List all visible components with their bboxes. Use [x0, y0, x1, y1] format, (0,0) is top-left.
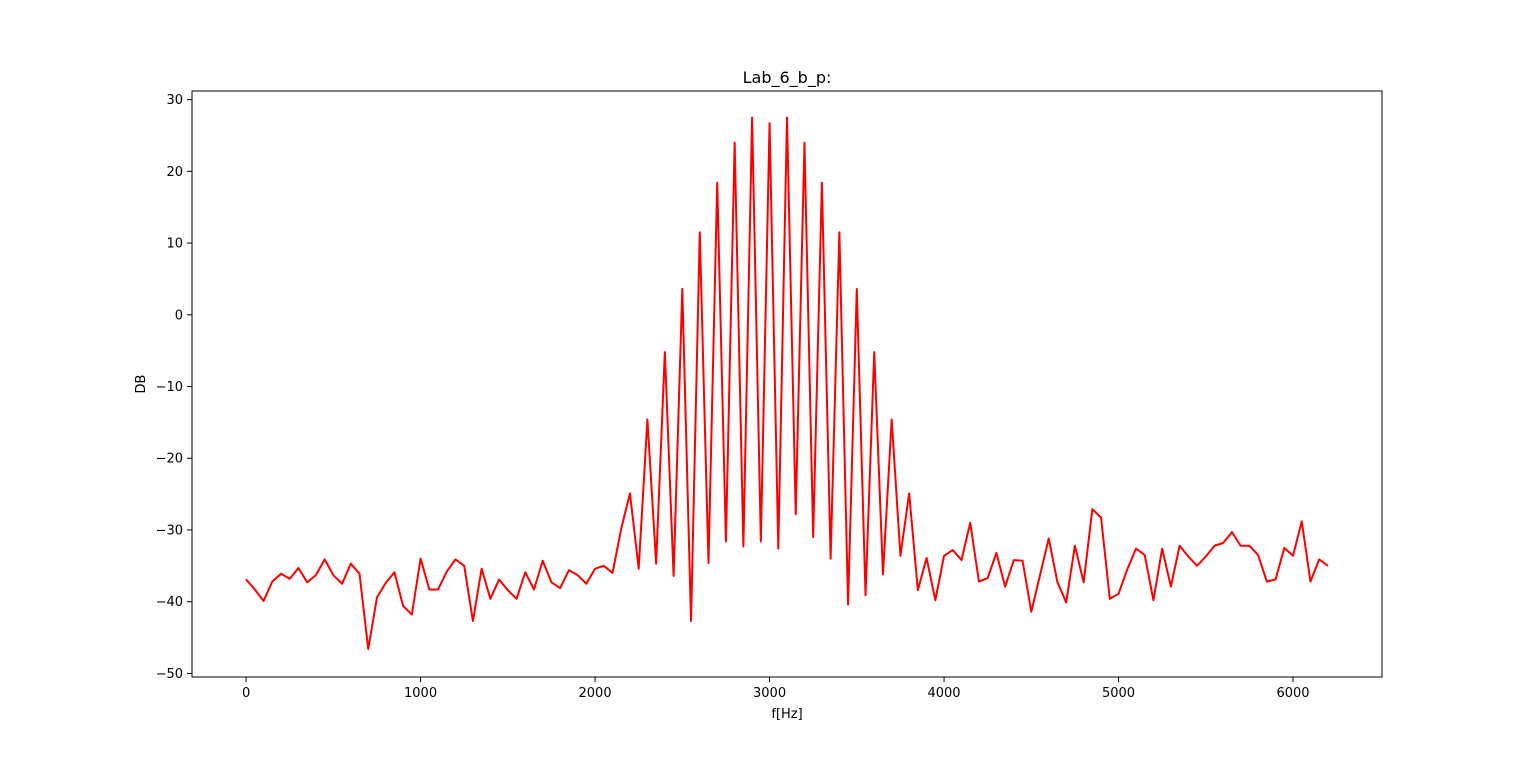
y-axis-label: DB	[134, 375, 149, 394]
y-tick-label: −30	[156, 523, 183, 538]
axes-frame	[191, 90, 1383, 678]
plot-area	[245, 116, 1329, 651]
y-tick-label: −40	[156, 595, 183, 610]
x-tick-label: 3000	[753, 686, 786, 701]
y-tick-label: 10	[166, 237, 183, 252]
chart-title: Lab_6_b_p:	[743, 68, 832, 88]
x-tick-label: 5000	[1102, 686, 1135, 701]
x-tick-label: 2000	[579, 686, 612, 701]
y-tick-label: 0	[175, 308, 183, 323]
y-tick-label: 20	[166, 165, 183, 180]
series-line-0	[245, 116, 1329, 651]
y-tick-label: −10	[156, 380, 183, 395]
y-tick-label: 30	[166, 93, 183, 108]
x-tick-label: 6000	[1276, 686, 1309, 701]
x-axis-label: f[Hz]	[771, 707, 802, 722]
x-axis-ticks: 0 1000 2000 3000 4000 5000 6000	[242, 677, 1310, 701]
y-tick-label: −20	[156, 452, 183, 467]
x-tick-label: 4000	[927, 686, 960, 701]
x-tick-label: 1000	[404, 686, 437, 701]
x-tick-label: 0	[242, 686, 250, 701]
y-tick-label: −50	[156, 667, 183, 682]
y-axis-ticks: −50 −40 −30 −20 −10 0 10 20 30	[156, 93, 192, 682]
